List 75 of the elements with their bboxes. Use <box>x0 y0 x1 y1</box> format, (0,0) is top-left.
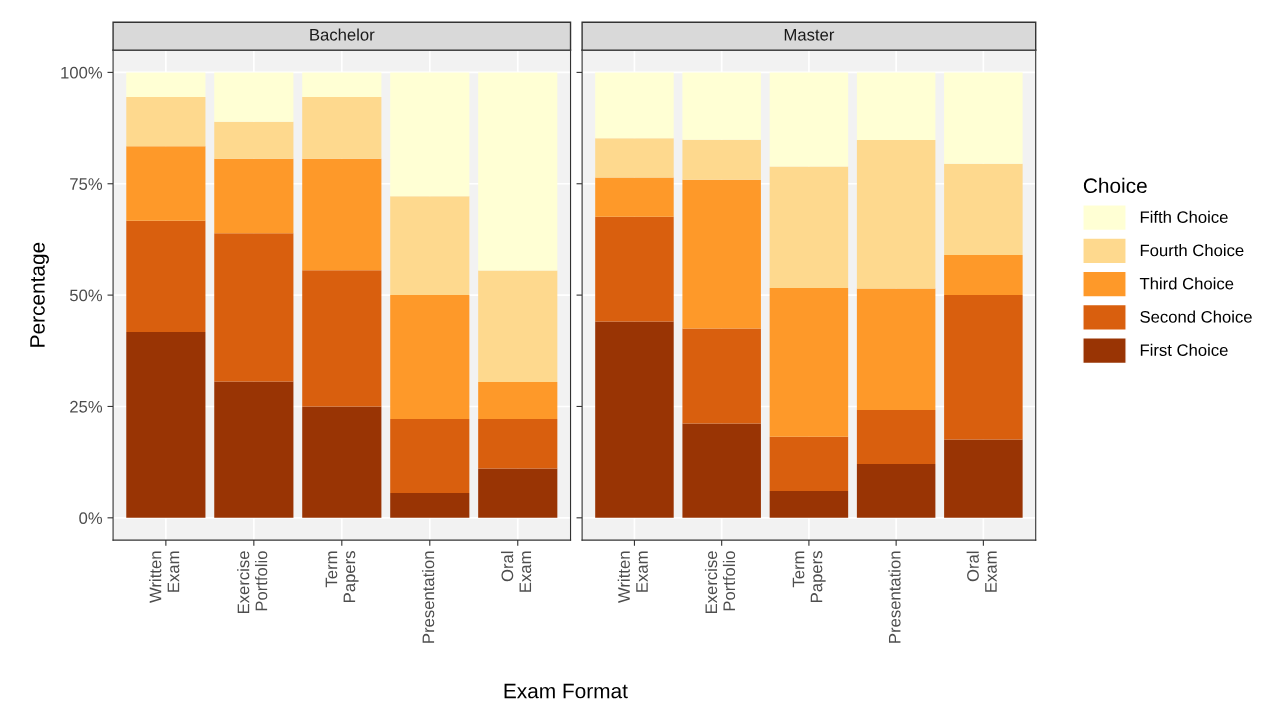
bar <box>478 270 558 382</box>
y-tick-label: 50% <box>69 289 103 302</box>
legend-label: Fourth Choice <box>1140 244 1244 257</box>
bar <box>302 158 382 271</box>
bar <box>214 381 294 518</box>
bar <box>478 381 558 419</box>
y-tick-label: 0% <box>79 512 103 525</box>
bar <box>944 439 1023 518</box>
bar <box>944 255 1023 296</box>
legend-title: Choice <box>1083 177 1147 194</box>
bar <box>595 321 674 518</box>
bar <box>856 72 936 141</box>
bar <box>214 158 294 234</box>
bar <box>390 196 470 296</box>
y-axis-title: Percentage <box>30 242 49 347</box>
bar <box>478 72 558 271</box>
bar <box>302 406 382 518</box>
legend-label: Third Choice <box>1139 277 1234 290</box>
bar <box>390 418 470 493</box>
bar <box>682 72 761 140</box>
bar <box>856 463 936 518</box>
y-tick-label: 25% <box>70 400 103 413</box>
bar <box>944 295 1023 440</box>
bar <box>682 423 761 518</box>
x-tick-label: Exercise Portfolio <box>237 551 268 614</box>
bar <box>595 72 674 139</box>
bar <box>944 163 1023 256</box>
bar <box>769 436 849 492</box>
bar <box>214 72 294 122</box>
bar <box>302 72 382 97</box>
bar <box>856 288 936 411</box>
chart-title: Bachelor <box>310 28 375 41</box>
x-tick-label: Written Exam <box>149 551 180 603</box>
bar <box>595 216 674 322</box>
bar <box>390 492 470 518</box>
x-tick-label: Presentation <box>422 551 435 643</box>
x-tick-label: Written Exam <box>617 551 648 603</box>
x-tick-label: Term Papers <box>792 551 826 602</box>
bar <box>478 418 558 469</box>
bar <box>126 146 206 221</box>
legend-label: Fifth Choice <box>1140 210 1228 224</box>
legend-label: Second Choice <box>1140 310 1252 323</box>
y-tick-label: 75% <box>70 178 103 190</box>
bar <box>126 72 206 97</box>
bar <box>302 270 382 407</box>
x-tick-label: Oral Exam <box>501 551 532 592</box>
bar <box>856 140 936 289</box>
x-tick-label: Term Papers <box>325 551 359 602</box>
y-tick-label: 100% <box>61 66 103 79</box>
x-axis-title: Exam Format <box>504 683 628 699</box>
bar <box>769 287 849 437</box>
x-tick-label: Oral Exam <box>966 551 997 592</box>
bar <box>769 166 849 288</box>
bar <box>126 96 206 147</box>
bar <box>595 177 674 217</box>
bar <box>682 139 761 180</box>
x-tick-label: Presentation <box>888 551 901 643</box>
bar <box>769 491 849 518</box>
bar <box>214 121 294 159</box>
bar <box>769 72 849 167</box>
bar <box>126 220 206 333</box>
legend-label: First Choice <box>1140 343 1228 357</box>
bar <box>302 96 382 159</box>
bar <box>126 332 206 518</box>
bar <box>856 410 936 464</box>
bar <box>214 233 294 382</box>
x-tick-label: Exercise Portfolio <box>704 551 736 614</box>
bar <box>478 468 558 518</box>
bar <box>682 179 761 329</box>
chart-title: Master <box>784 29 835 41</box>
bar <box>390 295 470 419</box>
bar <box>944 72 1023 164</box>
bar <box>682 328 761 424</box>
bar <box>595 138 674 178</box>
bar <box>390 72 470 197</box>
